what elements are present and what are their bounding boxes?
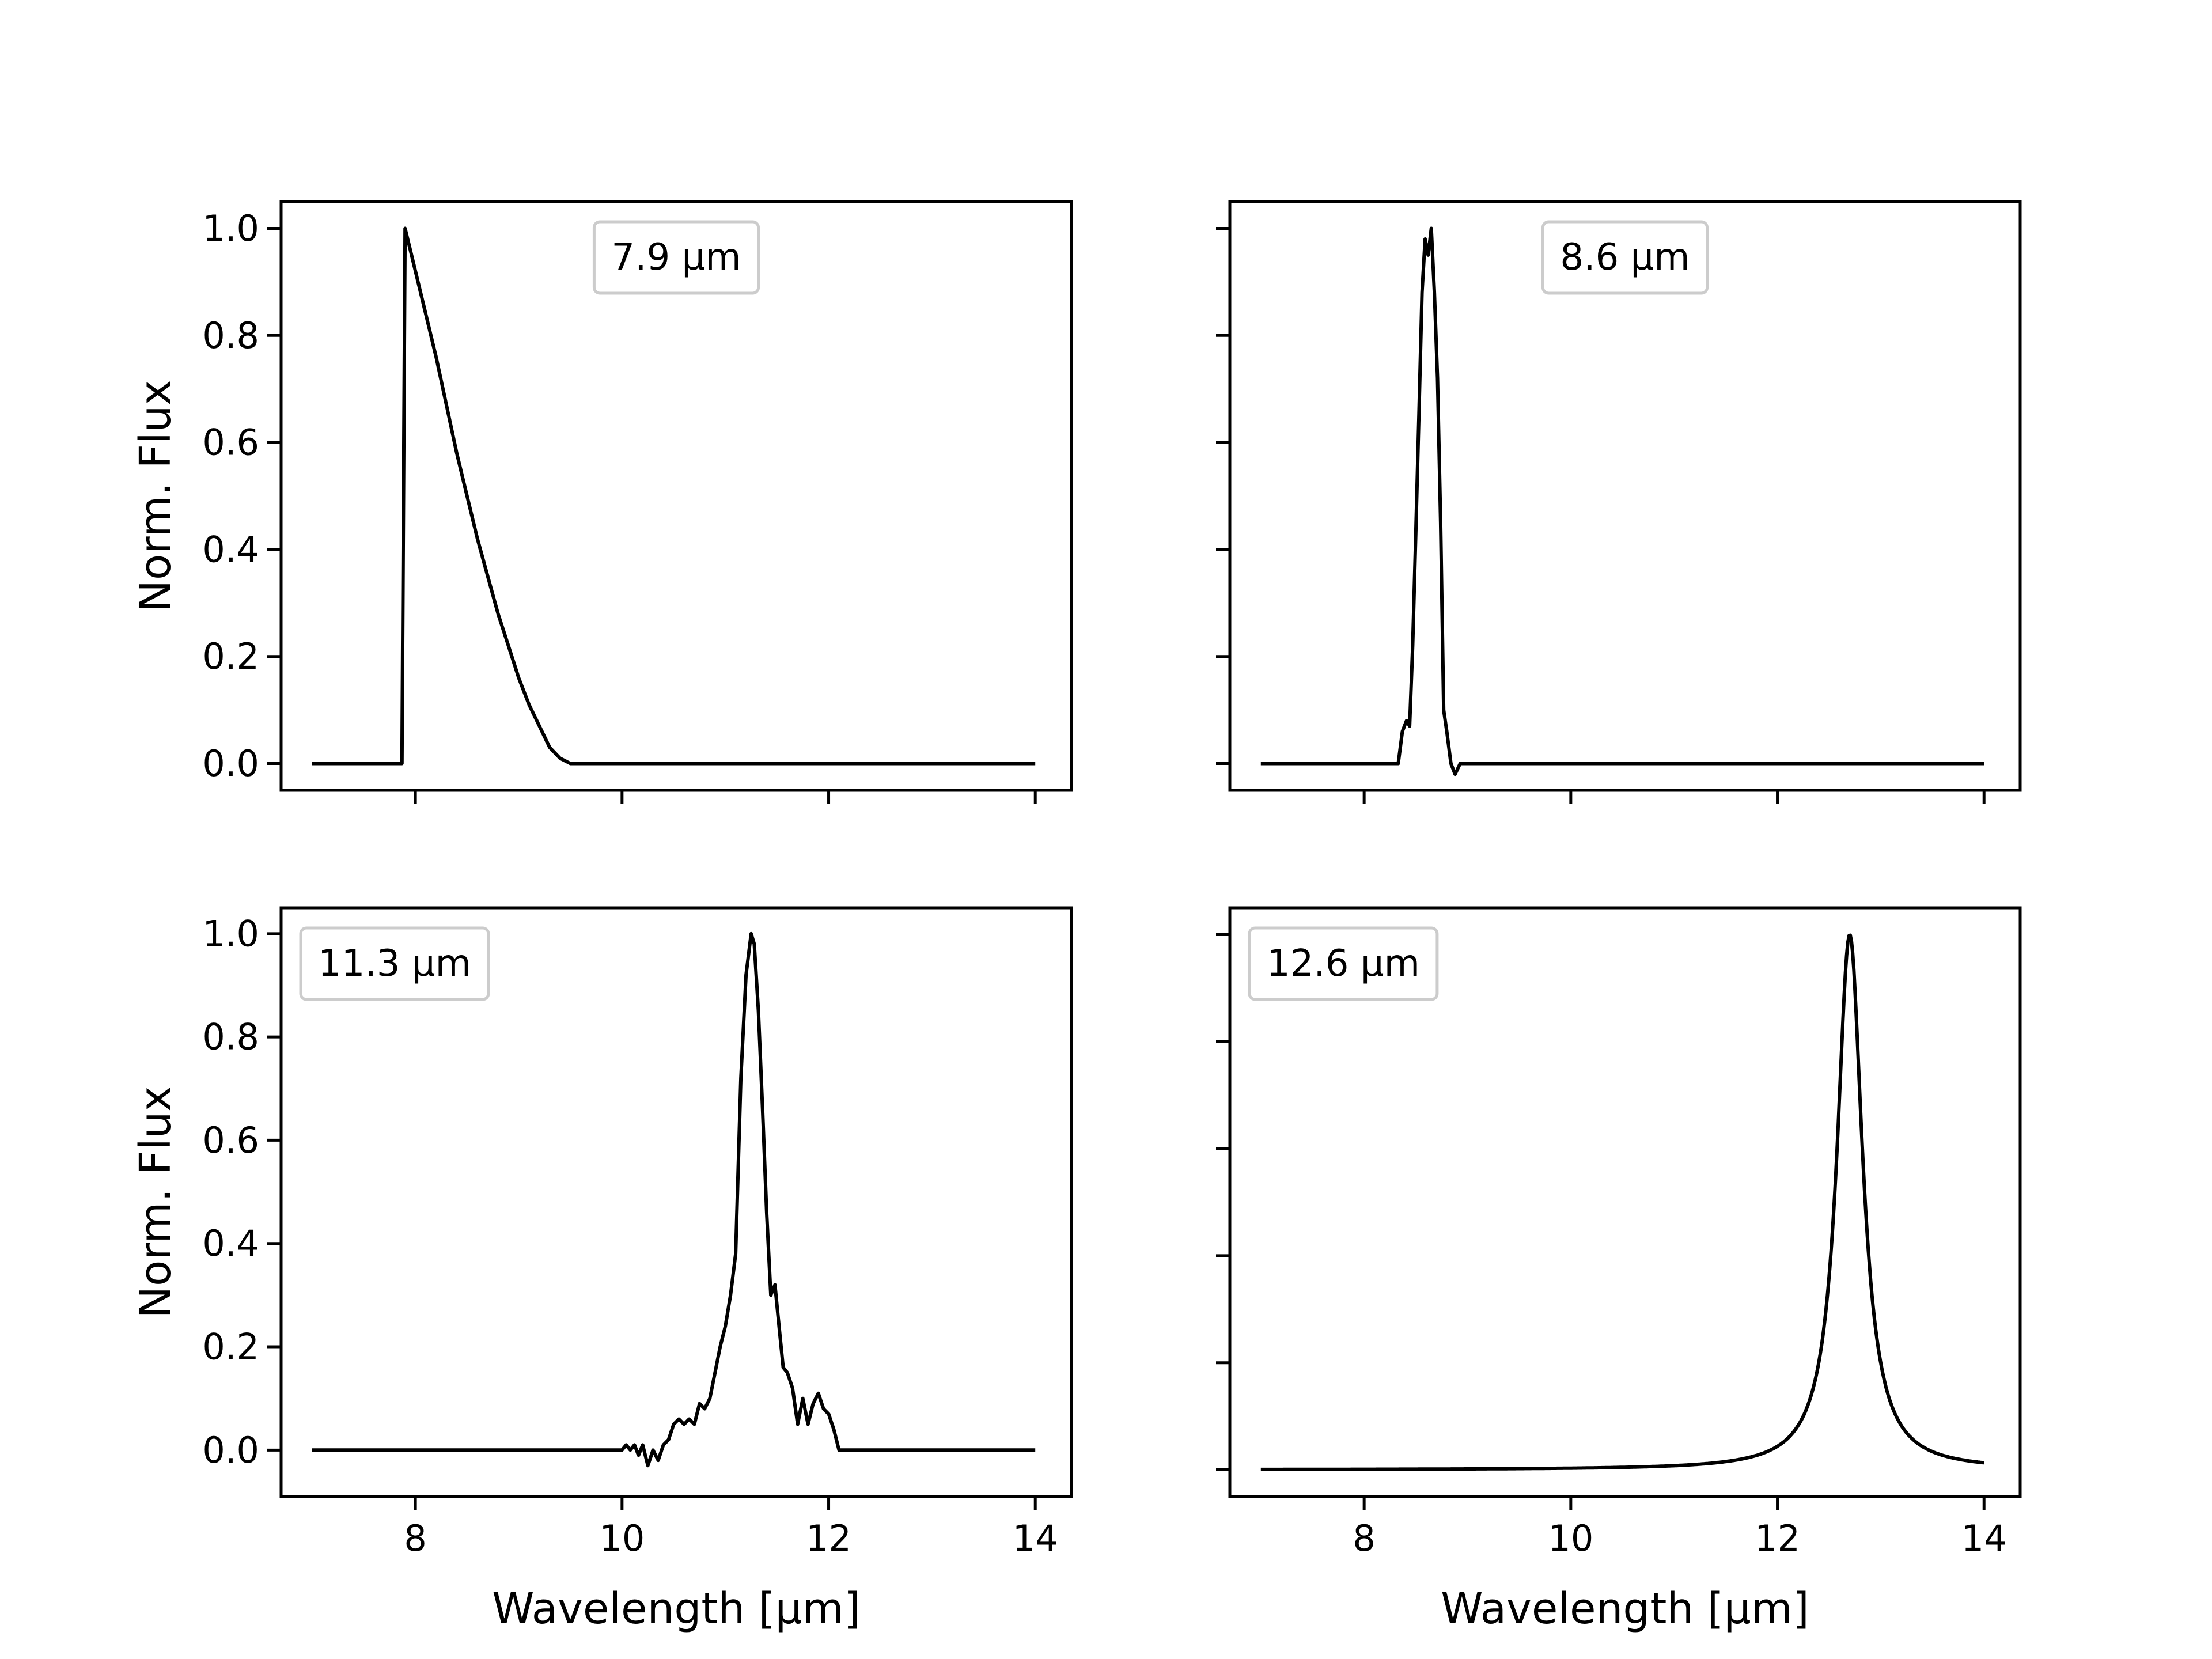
series-line: [312, 226, 1036, 766]
x-tick-label: 14: [1961, 1517, 2007, 1559]
legend-box: [299, 926, 490, 1001]
y-tick-label: 0.8: [202, 1016, 259, 1058]
x-axis-label: Wavelength [μm]: [1441, 1584, 1809, 1634]
y-tick-label: 1.0: [202, 912, 259, 955]
legend-box: [1541, 220, 1709, 295]
y-axis-label: Norm. Flux: [131, 380, 180, 612]
legend-box: [592, 220, 760, 295]
subplot-top-left: Norm. Flux 0.0 0.2 0.4 0.6 0.8 1.0 7.9 μm: [131, 200, 1073, 804]
x-tick-label: 12: [1755, 1517, 1800, 1559]
y-tick-label: 0.4: [202, 1222, 259, 1264]
legend-label: 11.3 μm: [318, 942, 471, 985]
y-axis-label: Norm. Flux: [131, 1086, 180, 1319]
y-tick-label: 0.0: [202, 743, 259, 785]
legend-label: 12.6 μm: [1267, 942, 1420, 985]
x-tick-label: 10: [1548, 1517, 1593, 1559]
y-tick-label: 0.8: [202, 315, 259, 357]
legend: 8.6 μm: [1541, 220, 1709, 295]
x-tick-label: 14: [1013, 1517, 1058, 1559]
series-line: [312, 931, 1036, 1468]
axes-frame: [279, 200, 1073, 792]
subplot-top-right: 8.6 μm: [1216, 200, 2022, 804]
axes-frame: [1228, 906, 2022, 1498]
legend-label: 7.9 μm: [611, 236, 741, 279]
axes-frame: [1228, 200, 2022, 792]
y-tick-label: 0.2: [202, 635, 259, 677]
legend-box: [1248, 926, 1439, 1001]
x-tick-label: 8: [1353, 1517, 1375, 1559]
axes-frame: [279, 906, 1073, 1498]
legend: 11.3 μm: [299, 926, 490, 1001]
series-line: [1260, 226, 1984, 777]
y-tick-label: 1.0: [202, 207, 259, 249]
subplot-bottom-left: Norm. Flux Wavelength [μm] 0.0 0.2 0.4 0.6 0.…: [131, 906, 1073, 1634]
subplot-bottom-right: Wavelength [μm] 8 10 12 14 12.6 μm: [1216, 906, 2022, 1634]
x-axis-label: Wavelength [μm]: [492, 1584, 860, 1634]
y-tick-label: 0.6: [202, 1119, 259, 1161]
y-tick-label: 0.6: [202, 422, 259, 464]
x-tick-label: 10: [599, 1517, 645, 1559]
y-tick-label: 0.0: [202, 1429, 259, 1471]
legend-label: 8.6 μm: [1560, 236, 1690, 279]
y-tick-label: 0.2: [202, 1326, 259, 1368]
y-tick-label: 0.4: [202, 528, 259, 570]
legend: 12.6 μm: [1248, 926, 1439, 1001]
series-line: [1260, 933, 1985, 1471]
x-tick-label: 8: [404, 1517, 426, 1559]
x-tick-label: 12: [806, 1517, 851, 1559]
legend: 7.9 μm: [592, 220, 760, 295]
